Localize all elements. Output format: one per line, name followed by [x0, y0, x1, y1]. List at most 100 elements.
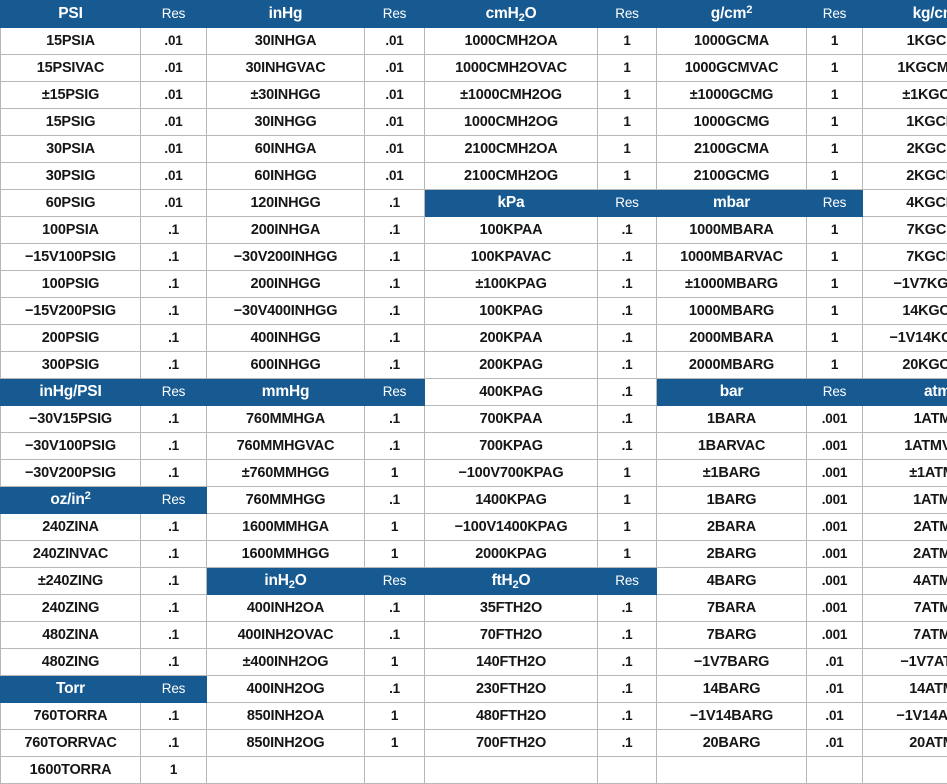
- resolution-cell-gcm2: .01: [807, 730, 863, 757]
- range-code-cell-psi: 480ZINA: [1, 622, 141, 649]
- resolution-cell-psi: .1: [141, 325, 207, 352]
- range-code-cell-psi: 240ZING: [1, 595, 141, 622]
- range-code-cell-inhg: ±400INH2OG: [207, 649, 365, 676]
- range-code-cell-inhg: −30V400INHGG: [207, 298, 365, 325]
- range-code-cell-psi: 760TORRA: [1, 703, 141, 730]
- range-code-cell-cmh2o: 1000CMH2OVAC: [425, 55, 598, 82]
- column-header-unit-cmh2o: ftH2O: [425, 568, 598, 595]
- range-code-cell-gcm2: 2BARG: [657, 541, 807, 568]
- resolution-cell-inhg: .01: [365, 28, 425, 55]
- range-code-cell-kgcm2: 14KGCMG: [863, 298, 947, 325]
- range-code-cell-psi: 1600TORRA: [1, 757, 141, 784]
- range-code-cell-cmh2o: 1000CMH2OA: [425, 28, 598, 55]
- resolution-cell-inhg: .1: [365, 595, 425, 622]
- column-header-unit-psi: PSI: [1, 1, 141, 28]
- range-code-cell-inhg: 850INH2OG: [207, 730, 365, 757]
- range-code-cell-psi: 15PSIVAC: [1, 55, 141, 82]
- resolution-cell-cmh2o: .1: [598, 244, 657, 271]
- range-code-cell-inhg: 850INH2OA: [207, 703, 365, 730]
- column-header-unit-cmh2o: cmH2O: [425, 1, 598, 28]
- range-code-cell-inhg: 760MMHGA: [207, 406, 365, 433]
- column-header-res-inhg: Res: [365, 568, 425, 595]
- resolution-cell-cmh2o: .1: [598, 352, 657, 379]
- range-code-cell-kgcm2: 1ATMVAC: [863, 433, 947, 460]
- range-code-cell-cmh2o: 140FTH2O: [425, 649, 598, 676]
- range-code-cell-kgcm2: 14ATMG: [863, 676, 947, 703]
- resolution-cell-inhg: 1: [365, 703, 425, 730]
- range-code-cell-psi: 240ZINVAC: [1, 541, 141, 568]
- resolution-cell-cmh2o: .1: [598, 271, 657, 298]
- resolution-cell-inhg: .01: [365, 109, 425, 136]
- range-code-cell-inhg: 400INH2OVAC: [207, 622, 365, 649]
- range-code-cell-cmh2o: −100V700KPAG: [425, 460, 598, 487]
- range-code-cell-gcm2: 20BARG: [657, 730, 807, 757]
- range-code-cell-gcm2: 7BARG: [657, 622, 807, 649]
- resolution-cell-cmh2o: .1: [598, 622, 657, 649]
- resolution-cell-cmh2o: 1: [598, 163, 657, 190]
- range-code-cell-inhg: 400INH2OG: [207, 676, 365, 703]
- table-row: ±240ZING.1inH2OResftH2ORes4BARG.0014ATMG…: [1, 568, 947, 595]
- resolution-cell-cmh2o: .1: [598, 217, 657, 244]
- range-code-cell-cmh2o: 1000CMH2OG: [425, 109, 598, 136]
- resolution-cell-gcm2: 1: [807, 352, 863, 379]
- resolution-cell-inhg: .01: [365, 163, 425, 190]
- resolution-cell-gcm2: 1: [807, 109, 863, 136]
- resolution-cell-inhg: .01: [365, 136, 425, 163]
- resolution-cell-cmh2o: .1: [598, 649, 657, 676]
- resolution-cell-cmh2o: 1: [598, 28, 657, 55]
- range-code-cell-kgcm2: 2KGCMG: [863, 163, 947, 190]
- range-code-cell-psi: 60PSIG: [1, 190, 141, 217]
- resolution-cell-inhg: .1: [365, 406, 425, 433]
- range-code-cell-inhg: 60INHGG: [207, 163, 365, 190]
- resolution-cell-cmh2o: 1: [598, 541, 657, 568]
- empty-cell: [863, 757, 947, 784]
- range-code-cell-inhg: 60INHGA: [207, 136, 365, 163]
- column-header-unit-gcm2: bar: [657, 379, 807, 406]
- column-header-res-cmh2o: Res: [598, 568, 657, 595]
- range-code-cell-kgcm2: 1KGCMA: [863, 28, 947, 55]
- range-code-cell-gcm2: 14BARG: [657, 676, 807, 703]
- range-code-cell-cmh2o: 230FTH2O: [425, 676, 598, 703]
- resolution-cell-gcm2: 1: [807, 217, 863, 244]
- range-code-cell-cmh2o: 200KPAA: [425, 325, 598, 352]
- resolution-cell-psi: .01: [141, 163, 207, 190]
- resolution-cell-gcm2: 1: [807, 55, 863, 82]
- range-code-cell-gcm2: −1V14BARG: [657, 703, 807, 730]
- resolution-cell-psi: .1: [141, 217, 207, 244]
- range-code-cell-psi: 15PSIA: [1, 28, 141, 55]
- range-code-cell-kgcm2: 7KGCMA: [863, 217, 947, 244]
- empty-cell: [807, 757, 863, 784]
- range-code-cell-cmh2o: 200KPAG: [425, 352, 598, 379]
- range-code-cell-kgcm2: 2ATMG: [863, 541, 947, 568]
- resolution-cell-inhg: .1: [365, 271, 425, 298]
- empty-cell: [598, 757, 657, 784]
- column-header-unit-psi: Torr: [1, 676, 141, 703]
- column-header-res-gcm2: Res: [807, 190, 863, 217]
- resolution-cell-gcm2: 1: [807, 163, 863, 190]
- range-code-cell-gcm2: 1000MBARA: [657, 217, 807, 244]
- range-code-cell-gcm2: 1000GCMVAC: [657, 55, 807, 82]
- resolution-cell-inhg: 1: [365, 514, 425, 541]
- column-header-res-cmh2o: Res: [598, 1, 657, 28]
- resolution-cell-psi: .1: [141, 352, 207, 379]
- range-code-cell-kgcm2: 1ATMA: [863, 406, 947, 433]
- range-code-cell-gcm2: 2000MBARA: [657, 325, 807, 352]
- range-code-cell-kgcm2: −1V7KGCMG: [863, 271, 947, 298]
- range-code-cell-gcm2: 1000MBARVAC: [657, 244, 807, 271]
- resolution-cell-psi: .01: [141, 28, 207, 55]
- resolution-cell-cmh2o: .1: [598, 298, 657, 325]
- resolution-cell-gcm2: .001: [807, 487, 863, 514]
- resolution-cell-psi: .1: [141, 595, 207, 622]
- resolution-cell-inhg: .1: [365, 487, 425, 514]
